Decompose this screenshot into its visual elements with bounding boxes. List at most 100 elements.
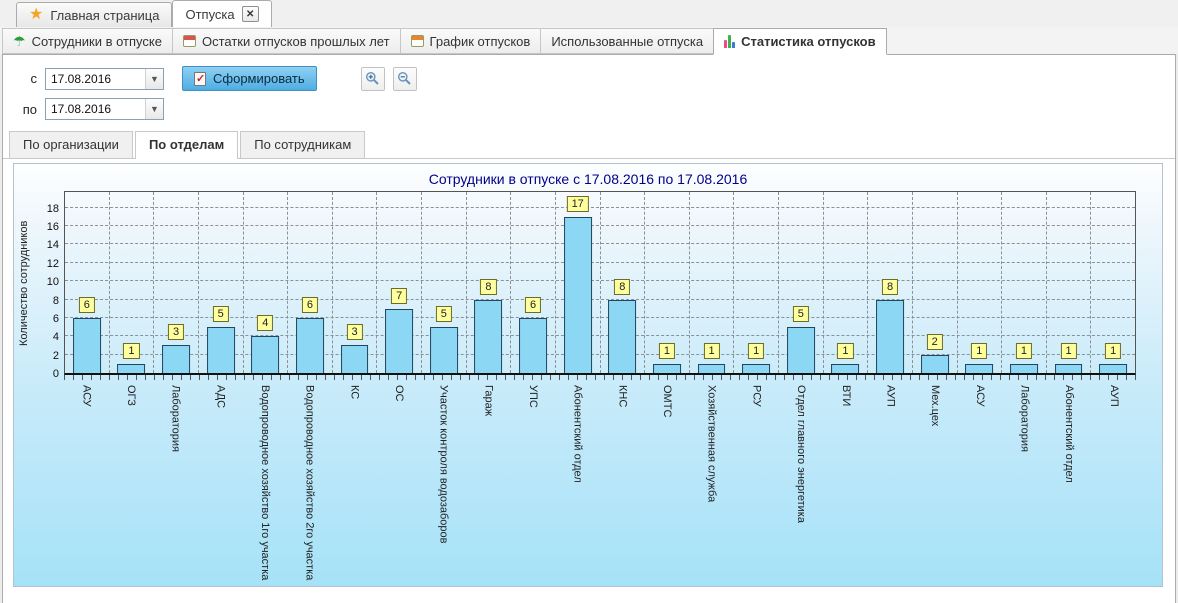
x-slot: Участок контроля водозаборов [421, 380, 466, 592]
bar-value-label: 1 [123, 342, 140, 359]
bar [1054, 363, 1083, 373]
chart-body: Количество сотрудников 0 2 4 6 8 10 12 14 16 18 6… [14, 191, 1162, 592]
clipboard-check-icon [194, 71, 206, 86]
x-slot: Хозяйственная служба [689, 380, 734, 592]
x-axis-label: Лаборатория [1018, 385, 1031, 452]
bar [563, 216, 592, 373]
calendar-orange-icon [410, 35, 424, 47]
tab-vacation-statistics[interactable]: Статистика отпусков [713, 28, 887, 55]
bar-value-label: 1 [1015, 342, 1032, 359]
x-axis-label: ОС [393, 385, 406, 402]
statistics-panel: с 17.08.2016 ▼ Сформировать [2, 54, 1176, 603]
tab-by-departments[interactable]: По отделам [134, 131, 239, 159]
x-slot: Лаборатория [153, 380, 198, 592]
tab-by-employees[interactable]: По сотрудникам [240, 131, 366, 158]
bar-value-label: 8 [480, 278, 497, 295]
bar [920, 354, 949, 373]
x-slot: Мех.цех [913, 380, 958, 592]
window-tabbar: ★ Главная страница Отпуска ✕ [0, 0, 1178, 27]
x-slot: Абонентский отдел [555, 380, 600, 592]
y-tick-label: 16 [46, 221, 59, 234]
bar-value-label: 1 [748, 342, 765, 359]
tab-vacation-schedule[interactable]: График отпусков [399, 28, 541, 54]
plot-column: 6 1 3 5 4 6 3 7 5 8 6 17 8 1 1 1 5 1 8 2 1 1 1 1 АСУ ОГЗ Лаборато… [64, 191, 1136, 592]
zoom-out-button[interactable] [392, 66, 417, 91]
x-slot: Гараж [466, 380, 511, 592]
bar-value-label: 2 [926, 333, 943, 350]
chart-title: Сотрудники в отпуске с 17.08.2016 по 17.… [428, 171, 748, 187]
x-axis-label: АСУ [80, 385, 93, 407]
tab-vacations[interactable]: Отпуска ✕ [172, 0, 272, 27]
date-from-value: 17.08.2016 [51, 71, 112, 86]
bar-slot: 1 [1047, 192, 1092, 373]
y-tick-label: 4 [52, 331, 59, 344]
calendar-red-icon [182, 35, 196, 47]
bar [385, 308, 414, 373]
x-slot: Водопроводное хозяйство 1го участка [243, 380, 288, 592]
bar-value-label: 8 [882, 278, 899, 295]
bar-value-label: 1 [703, 342, 720, 359]
generate-button-label: Сформировать [213, 71, 305, 86]
tab-used-vacations[interactable]: Использованные отпуска [540, 28, 714, 54]
y-tick-label: 12 [46, 257, 59, 270]
bar-slot: 1 [824, 192, 869, 373]
x-axis-label: Хозяйственная служба [705, 385, 718, 503]
bar [786, 327, 815, 373]
date-to-select[interactable]: 17.08.2016 ▼ [45, 98, 164, 120]
bar-value-label: 7 [391, 287, 408, 304]
zoom-in-icon [366, 72, 379, 85]
bar-slot: 6 [65, 192, 110, 373]
bar-slot: 8 [467, 192, 512, 373]
bar-slot: 1 [690, 192, 735, 373]
plot-area: 6 1 3 5 4 6 3 7 5 8 6 17 8 1 1 1 5 1 8 2 1 1 1 1 [64, 191, 1136, 375]
bar-slot: 1 [734, 192, 779, 373]
x-axis-label: КС [348, 385, 361, 400]
bar [206, 327, 235, 373]
x-slot: Абонентский отдел [1047, 380, 1092, 592]
date-from-select[interactable]: 17.08.2016 ▼ [45, 67, 164, 90]
bar-slot: 1 [110, 192, 155, 373]
bar-slot: 1 [1002, 192, 1047, 373]
x-axis-label: АДС [214, 385, 227, 409]
zoom-in-button[interactable] [360, 66, 385, 91]
x-axis-label: Отдел главного энергетика [795, 385, 808, 523]
y-tick-label: 0 [52, 368, 59, 380]
bar-value-label: 1 [837, 342, 854, 359]
tab-home[interactable]: ★ Главная страница [16, 2, 173, 27]
bar-slot: 17 [556, 192, 601, 373]
x-axis-label: ВТИ [839, 385, 852, 407]
tab-employees-on-vacation[interactable]: ☂ Сотрудники в отпуске [2, 28, 172, 54]
x-axis-label: Гараж [482, 385, 495, 417]
x-axis-label: АУП [1107, 385, 1120, 407]
chevron-down-icon[interactable]: ▼ [145, 99, 163, 119]
bar [162, 345, 191, 373]
tab-by-organization[interactable]: По организации [9, 131, 133, 158]
bar-chart-icon [724, 35, 736, 48]
chevron-down-icon[interactable]: ▼ [145, 68, 163, 89]
bar [295, 317, 324, 373]
view-tab-label: По отделам [148, 137, 225, 152]
module-tab-label: График отпусков [429, 33, 531, 49]
x-slot: ОМТС [645, 380, 690, 592]
x-slot: УПС [511, 380, 556, 592]
close-icon[interactable]: ✕ [241, 6, 259, 22]
x-axis-label: ОГЗ [125, 385, 137, 406]
bar-slot: 2 [913, 192, 958, 373]
bar-value-label: 1 [971, 342, 988, 359]
tab-previous-years-balance[interactable]: Остатки отпусков прошлых лет [171, 28, 400, 54]
y-axis-title: Количество сотрудников [18, 220, 30, 346]
x-slot: АУП [868, 380, 913, 592]
bar [965, 363, 994, 373]
bar [474, 299, 503, 373]
bar-value-label: 5 [435, 306, 452, 323]
date-to-label: по [22, 101, 37, 117]
x-axis-label: Лаборатория [169, 385, 182, 452]
y-tick-label: 8 [52, 294, 59, 307]
bar-slot: 5 [779, 192, 824, 373]
generate-button[interactable]: Сформировать [182, 66, 317, 91]
x-axis-label: АСУ [973, 385, 986, 407]
bar-value-label: 8 [614, 278, 631, 295]
bar-value-label: 3 [168, 324, 185, 341]
x-axis-label: Абонентский отдел [1063, 385, 1076, 483]
bar-value-label: 3 [346, 324, 363, 341]
